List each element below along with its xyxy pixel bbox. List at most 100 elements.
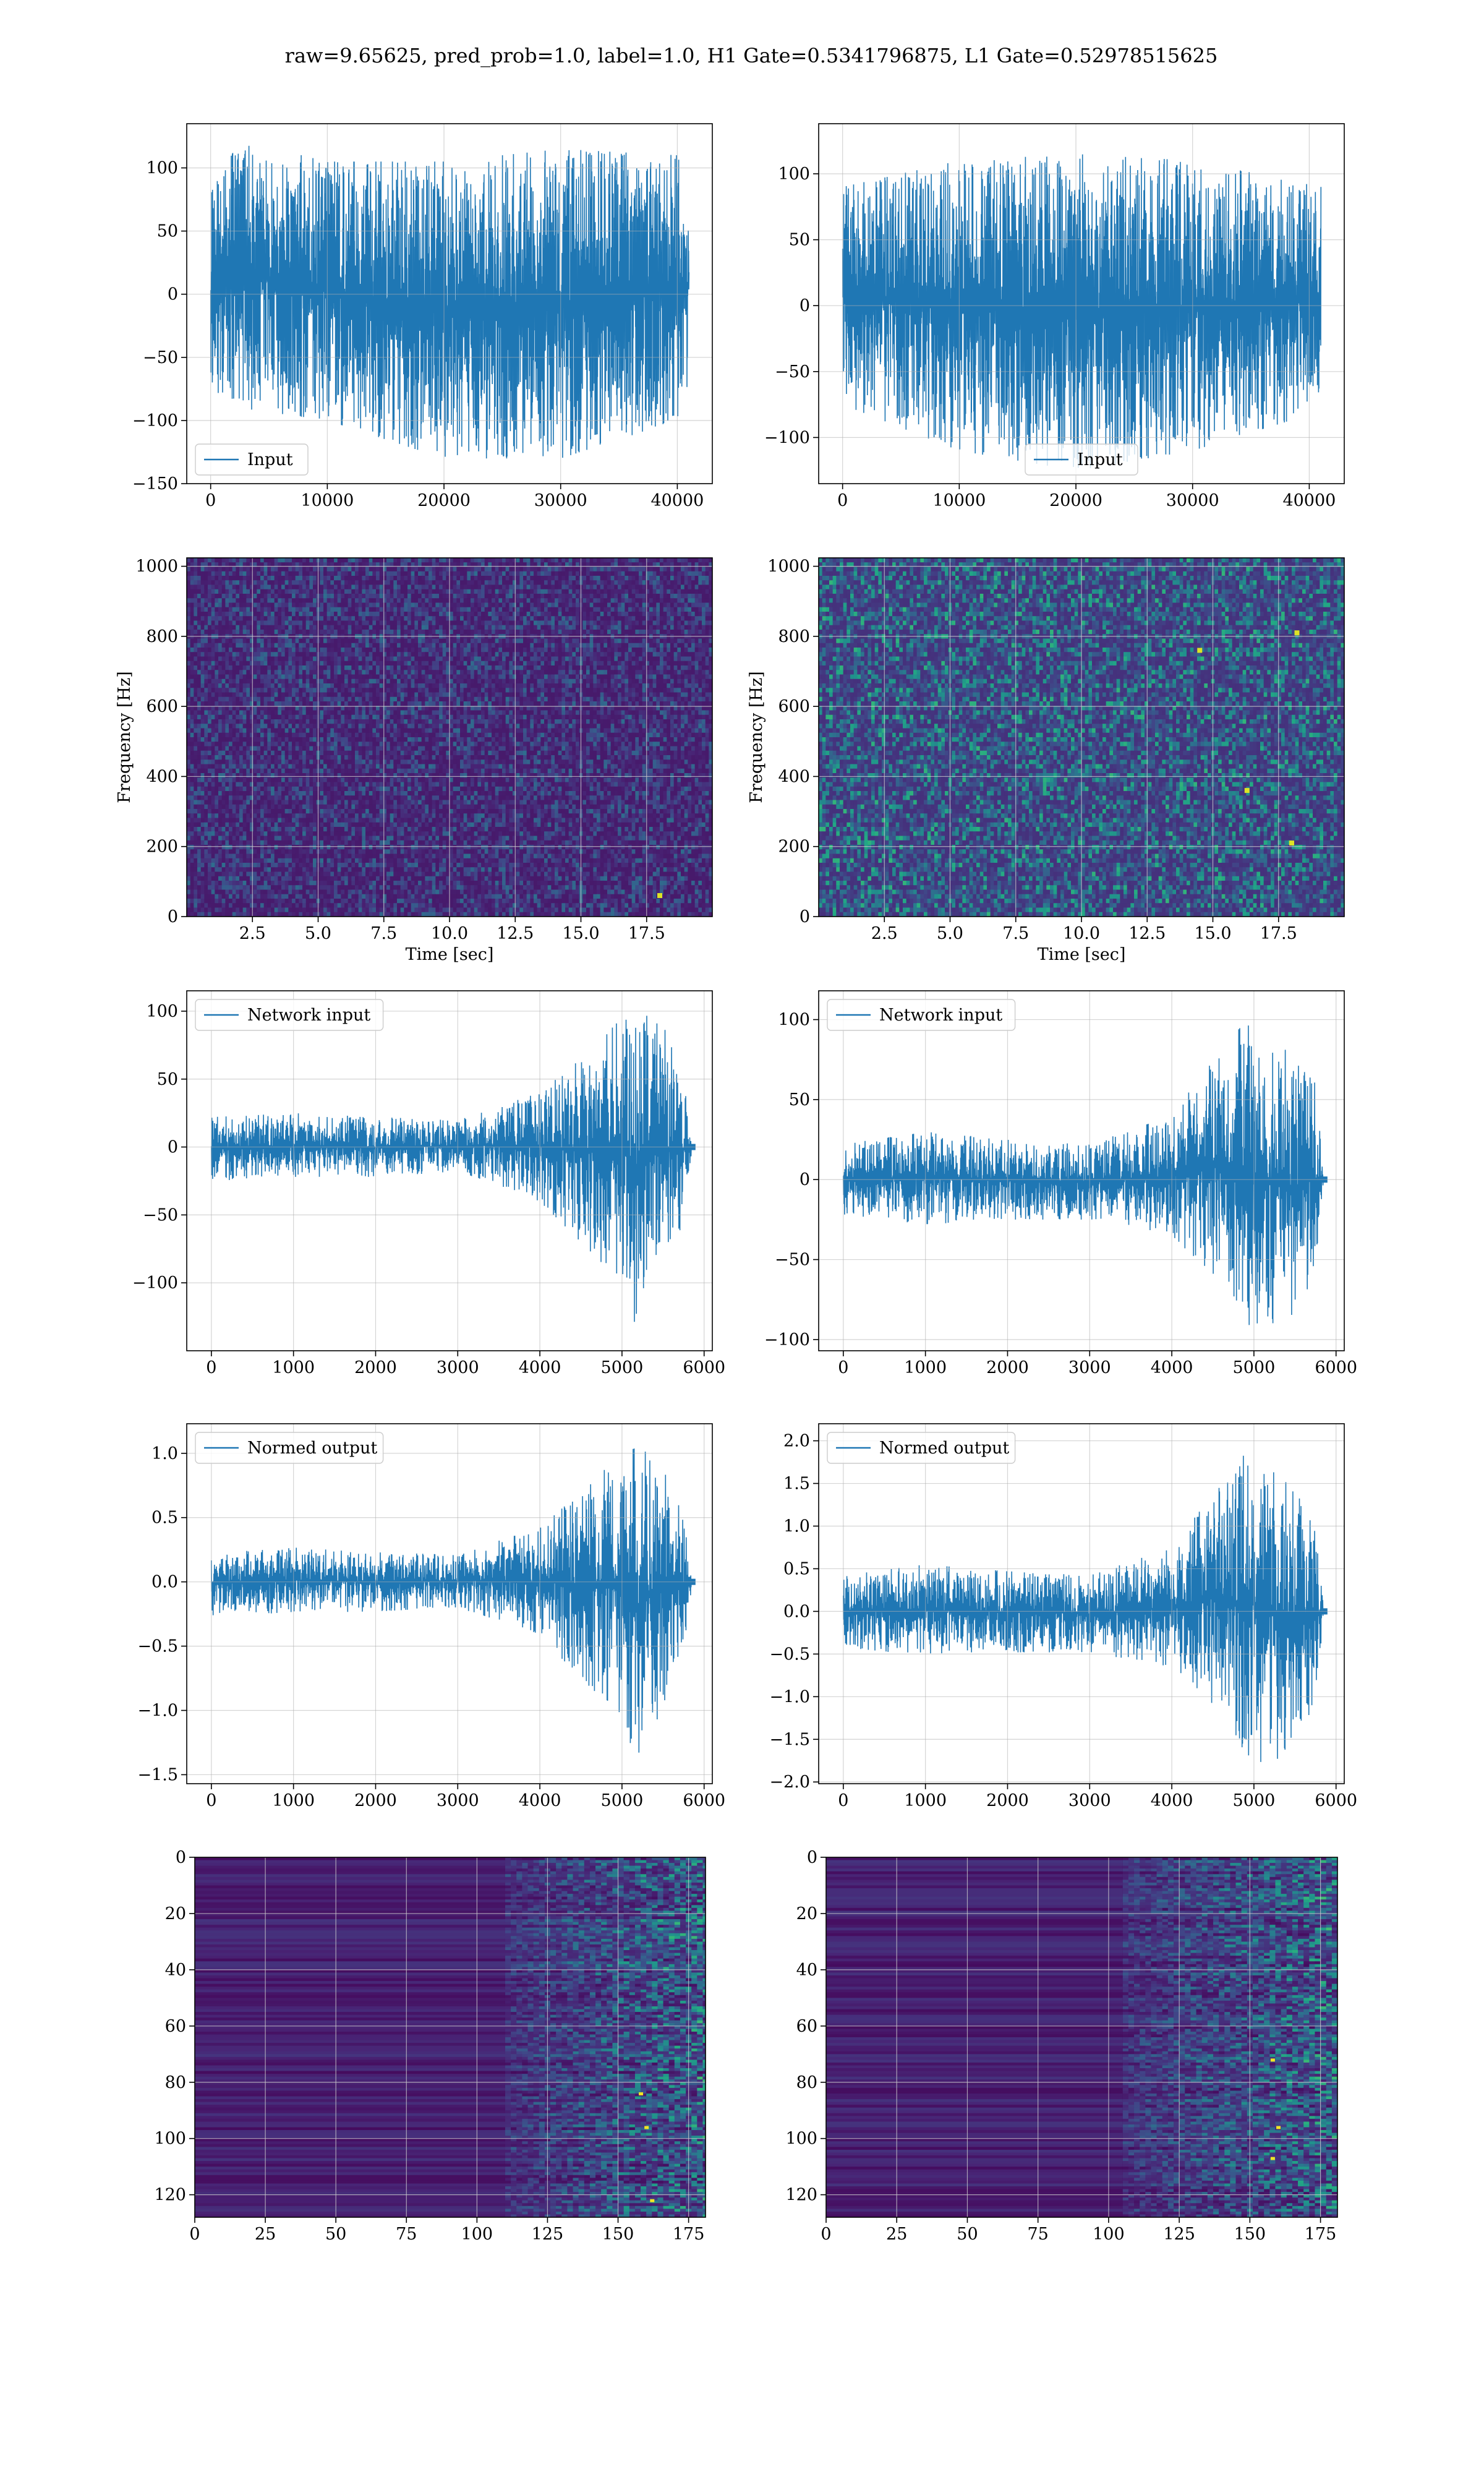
l1-normed-output-xtick-label: 6000 [1315, 1791, 1357, 1810]
h1-feature-map-hotspot [644, 2126, 649, 2129]
l1-normed-output-xtick-label: 2000 [986, 1791, 1029, 1810]
h1-spectrogram-hotspot [657, 893, 662, 898]
h1-normed-output-xtick-label: 0 [206, 1791, 216, 1810]
l1-input-ytick-label: −50 [775, 362, 810, 382]
h1-feature-map-ytick-label: 80 [165, 2073, 186, 2092]
l1-network-input-ytick-label: 100 [778, 1011, 810, 1030]
h1-feature-map-ytick-label: 60 [165, 2017, 186, 2036]
l1-normed-output-ytick-label: −1.0 [769, 1687, 810, 1706]
h1-feature-map-rows [195, 1857, 709, 2218]
h1-network-input-xtick-label: 4000 [519, 1358, 561, 1377]
h1-spectrogram-xtick-label: 5.0 [305, 924, 331, 943]
l1-spectrogram-hotspot [1289, 841, 1294, 845]
h1-spectrogram-xtick-label: 17.5 [628, 924, 665, 943]
h1-normed-output-ytick-label: −0.5 [137, 1637, 178, 1656]
h1-spectrogram-xtick-label: 7.5 [370, 924, 397, 943]
h1-input-ytick-label: −150 [132, 474, 178, 494]
l1-normed-output-legend-label: Normed output [879, 1439, 1009, 1458]
h1-feature-map-ytick-label: 100 [154, 2129, 186, 2149]
l1-feature-map-hotspot [1271, 2058, 1275, 2061]
l1-feature-map-rows [826, 1857, 1338, 2218]
l1-input-xtick-label: 10000 [932, 491, 986, 510]
l1-network-input-xtick-label: 0 [838, 1358, 848, 1377]
h1-feature-map-xtick-label: 150 [602, 2225, 634, 2244]
l1-spectrogram-ytick-label: 0 [800, 907, 810, 926]
h1-input-xtick-label: 0 [205, 491, 216, 510]
l1-spectrogram-ytick-label: 400 [778, 767, 810, 786]
l1-network-input-ytick-label: 0 [800, 1170, 810, 1189]
h1-normed-output-ytick-label: 0.0 [151, 1573, 178, 1592]
h1-normed-output-xtick-label: 4000 [519, 1791, 561, 1810]
h1-spectrogram-ytick-label: 400 [146, 767, 178, 786]
l1-normed-output-ytick-label: −0.5 [769, 1645, 810, 1664]
h1-network-input-xtick-label: 0 [206, 1358, 216, 1377]
l1-normed-output-ytick-label: 1.5 [783, 1474, 810, 1494]
l1-input-xtick-label: 40000 [1282, 491, 1336, 510]
l1-input-xtick-label: 0 [837, 491, 848, 510]
l1-network-input-xtick-label: 4000 [1151, 1358, 1193, 1377]
l1-normed-output-xtick-label: 3000 [1068, 1791, 1111, 1810]
h1-input-ytick-label: −50 [143, 348, 178, 367]
h1-normed-output-xtick-label: 5000 [601, 1791, 644, 1810]
h1-feature-map-ytick-label: 120 [154, 2186, 186, 2205]
h1-spectrogram-ytick-label: 1000 [135, 557, 178, 576]
l1-input-legend-label: Input [1077, 450, 1123, 469]
l1-spectrogram-xtick-label: 17.5 [1260, 924, 1297, 943]
l1-spectrogram-xtick-label: 5.0 [937, 924, 963, 943]
h1-input-legend-label: Input [247, 450, 293, 469]
h1-normed-output-xtick-label: 6000 [683, 1791, 725, 1810]
l1-feature-map-xtick-label: 100 [1093, 2225, 1125, 2244]
h1-input-xtick-label: 40000 [650, 491, 704, 510]
l1-feature-map-ytick-label: 20 [796, 1904, 817, 1923]
l1-spectrogram-hotspot [1295, 630, 1300, 635]
h1-spectrogram-ytick-label: 200 [146, 837, 178, 857]
l1-normed-output-ytick-label: 2.0 [783, 1432, 810, 1451]
l1-feature-map-xtick-label: 175 [1305, 2225, 1337, 2244]
l1-network-input-legend-label: Network input [879, 1006, 1002, 1025]
l1-spectrogram-ytick-label: 200 [778, 837, 810, 857]
l1-input-ytick-label: 0 [800, 296, 810, 315]
h1-network-input-ytick-label: 0 [168, 1138, 178, 1157]
l1-feature-map-plot-area [826, 1857, 1338, 2218]
l1-normed-output-legend: Normed output [827, 1432, 1015, 1463]
l1-spectrogram-ytick-label: 1000 [767, 557, 810, 576]
h1-feature-map-plot-area [195, 1857, 709, 2218]
l1-input-legend: Input [1025, 444, 1138, 475]
l1-normed-output-xtick-label: 1000 [904, 1791, 947, 1810]
h1-network-input-legend-label: Network input [247, 1006, 370, 1025]
h1-feature-map-xtick-label: 125 [532, 2225, 564, 2244]
l1-spectrogram-xtick-label: 7.5 [1002, 924, 1029, 943]
l1-feature-map-hotspot [1276, 2126, 1281, 2129]
h1-feature-map-hotspot [639, 2092, 643, 2095]
l1-network-input-xtick-label: 5000 [1233, 1358, 1276, 1377]
l1-spectrogram-xtick-label: 10.0 [1063, 924, 1100, 943]
h1-spectrogram-xlabel: Time [sec] [406, 945, 494, 964]
h1-feature-map-xtick-label: 0 [189, 2225, 200, 2244]
h1-normed-output-ytick-label: −1.0 [137, 1701, 178, 1721]
h1-normed-output-legend: Normed output [195, 1432, 383, 1463]
h1-network-input-ytick-label: −100 [132, 1273, 178, 1293]
figure-suptitle: raw=9.65625, pred_prob=1.0, label=1.0, H… [285, 44, 1218, 67]
l1-network-input-xtick-label: 3000 [1068, 1358, 1111, 1377]
l1-feature-map-ytick-label: 120 [785, 2186, 817, 2205]
h1-input-ytick-label: 0 [168, 285, 178, 304]
h1-spectrogram-ytick-label: 800 [146, 627, 178, 646]
h1-feature-map-xtick-label: 75 [396, 2225, 417, 2244]
h1-input-xtick-label: 20000 [417, 491, 471, 510]
h1-spectrogram-ytick-label: 0 [168, 907, 178, 926]
l1-network-input-ytick-label: −100 [764, 1330, 810, 1350]
h1-input-xtick-label: 30000 [534, 491, 587, 510]
l1-spectrogram-hotspot [1197, 648, 1202, 653]
l1-spectrogram-ytick-label: 600 [778, 697, 810, 716]
l1-network-input-legend: Network input [827, 999, 1015, 1030]
h1-feature-map-ytick-label: 20 [165, 1904, 186, 1923]
l1-normed-output-ytick-label: 0.0 [783, 1602, 810, 1621]
l1-feature-map-xtick-label: 75 [1027, 2225, 1048, 2244]
h1-normed-output-legend-label: Normed output [247, 1439, 377, 1458]
h1-normed-output-ytick-label: −1.5 [137, 1765, 178, 1784]
